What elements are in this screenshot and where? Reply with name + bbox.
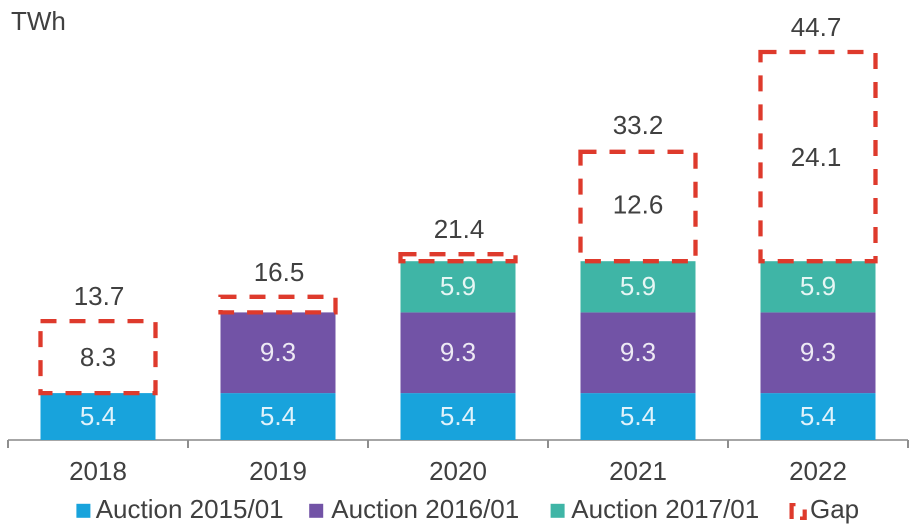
svg-text:44.7: 44.7 [791, 12, 842, 42]
svg-text:TWh: TWh [11, 6, 66, 36]
svg-text:8.3: 8.3 [80, 342, 116, 372]
svg-text:Gap: Gap [810, 494, 859, 524]
svg-text:Auction 2016/01: Auction 2016/01 [331, 494, 519, 524]
svg-text:5.4: 5.4 [440, 401, 476, 431]
svg-text:9.3: 9.3 [620, 337, 656, 367]
svg-text:2018: 2018 [69, 456, 127, 486]
svg-text:2021: 2021 [609, 456, 667, 486]
svg-text:Auction 2015/01: Auction 2015/01 [96, 494, 284, 524]
svg-text:13.7: 13.7 [74, 281, 125, 311]
svg-text:12.6: 12.6 [613, 190, 664, 220]
svg-text:2022: 2022 [789, 456, 847, 486]
svg-text:21.4: 21.4 [434, 214, 485, 244]
svg-text:16.5: 16.5 [254, 257, 305, 287]
svg-text:5.4: 5.4 [800, 401, 836, 431]
svg-text:5.4: 5.4 [620, 401, 656, 431]
svg-text:9.3: 9.3 [440, 337, 476, 367]
svg-text:5.4: 5.4 [80, 401, 116, 431]
svg-text:33.2: 33.2 [613, 110, 664, 140]
svg-text:9.3: 9.3 [260, 337, 296, 367]
svg-text:5.9: 5.9 [440, 271, 476, 301]
svg-text:5.9: 5.9 [620, 271, 656, 301]
svg-text:Auction 2017/01: Auction 2017/01 [571, 494, 759, 524]
svg-text:24.1: 24.1 [791, 142, 842, 172]
svg-text:5.9: 5.9 [800, 271, 836, 301]
svg-text:5.4: 5.4 [260, 401, 296, 431]
svg-text:2019: 2019 [249, 456, 307, 486]
svg-text:9.3: 9.3 [800, 337, 836, 367]
svg-text:2020: 2020 [429, 456, 487, 486]
